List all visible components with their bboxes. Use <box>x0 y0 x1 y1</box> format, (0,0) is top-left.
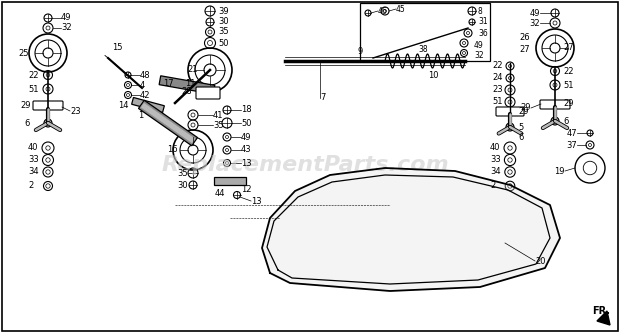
Text: 39: 39 <box>218 7 229 16</box>
Circle shape <box>551 117 559 125</box>
Text: 34: 34 <box>28 167 38 176</box>
Text: 7: 7 <box>320 94 326 103</box>
Text: 2: 2 <box>28 181 33 190</box>
Text: 46: 46 <box>378 7 388 16</box>
Text: 49: 49 <box>529 9 540 18</box>
Text: 31: 31 <box>478 18 487 27</box>
Text: 10: 10 <box>428 71 438 80</box>
Text: 21: 21 <box>187 66 198 75</box>
Text: 13: 13 <box>241 159 252 167</box>
Text: 12: 12 <box>241 185 252 194</box>
Text: 25: 25 <box>18 49 29 58</box>
Text: 37: 37 <box>566 141 577 150</box>
Text: 20: 20 <box>535 256 546 265</box>
Text: 33: 33 <box>490 156 501 165</box>
Text: 14: 14 <box>118 101 128 110</box>
Text: 32: 32 <box>529 19 540 28</box>
Text: 9: 9 <box>358 47 363 56</box>
Polygon shape <box>214 177 246 185</box>
Text: 1: 1 <box>138 111 143 120</box>
Text: 28: 28 <box>181 88 192 97</box>
Text: 19: 19 <box>554 166 565 175</box>
Text: 17: 17 <box>163 79 174 88</box>
Text: 11: 11 <box>185 79 195 88</box>
FancyBboxPatch shape <box>33 101 63 110</box>
Text: 29: 29 <box>521 104 531 113</box>
Text: 50: 50 <box>218 39 229 48</box>
Text: 22: 22 <box>563 67 574 76</box>
Text: 50: 50 <box>241 119 252 128</box>
Text: 24: 24 <box>492 74 502 83</box>
Text: 33: 33 <box>28 156 38 165</box>
Text: 49: 49 <box>474 41 484 50</box>
Text: 40: 40 <box>490 144 500 153</box>
Text: 22: 22 <box>492 62 502 71</box>
Text: 27: 27 <box>563 44 574 53</box>
Circle shape <box>44 119 52 127</box>
Text: 49: 49 <box>241 133 252 142</box>
Polygon shape <box>138 100 198 146</box>
Text: 15: 15 <box>112 44 123 53</box>
Polygon shape <box>141 103 195 144</box>
Text: 47: 47 <box>567 129 577 138</box>
Text: 48: 48 <box>140 71 151 80</box>
Text: 29: 29 <box>518 107 528 116</box>
Text: 35: 35 <box>213 121 224 130</box>
Text: 23: 23 <box>70 107 81 116</box>
Text: 44: 44 <box>215 188 226 197</box>
Text: 43: 43 <box>241 146 252 155</box>
Text: 32: 32 <box>61 24 72 33</box>
Text: 6: 6 <box>563 117 569 126</box>
Text: 30: 30 <box>177 180 188 189</box>
Circle shape <box>506 123 514 131</box>
Polygon shape <box>262 168 560 291</box>
Text: 35: 35 <box>177 168 188 177</box>
Text: 6: 6 <box>24 119 29 128</box>
FancyBboxPatch shape <box>540 100 570 109</box>
FancyBboxPatch shape <box>496 107 524 116</box>
Text: 13: 13 <box>251 196 262 205</box>
Text: 35: 35 <box>218 28 229 37</box>
Text: 49: 49 <box>61 14 71 23</box>
Text: 30: 30 <box>218 18 229 27</box>
Text: 34: 34 <box>490 167 500 176</box>
Text: 29: 29 <box>20 101 30 110</box>
Text: 51: 51 <box>492 98 502 107</box>
Text: 51: 51 <box>563 81 574 90</box>
FancyBboxPatch shape <box>360 3 490 61</box>
Text: 6: 6 <box>518 133 523 142</box>
Text: 26: 26 <box>519 34 529 43</box>
Polygon shape <box>159 76 215 94</box>
Text: 32: 32 <box>474 51 484 60</box>
Text: 51: 51 <box>28 85 38 94</box>
Text: 27: 27 <box>519 46 529 55</box>
Text: FR.: FR. <box>592 306 610 316</box>
Text: 36: 36 <box>478 29 488 38</box>
Text: 8: 8 <box>478 7 483 16</box>
Text: 29: 29 <box>563 100 574 109</box>
Text: 23: 23 <box>492 86 503 95</box>
Text: 4: 4 <box>140 81 145 90</box>
Polygon shape <box>131 98 164 113</box>
Text: 22: 22 <box>28 71 38 80</box>
Text: 16: 16 <box>167 146 177 155</box>
Text: 40: 40 <box>28 144 38 153</box>
Text: 18: 18 <box>241 106 252 115</box>
Text: 2: 2 <box>490 181 495 190</box>
Text: 42: 42 <box>140 91 151 100</box>
Text: 5: 5 <box>518 124 523 133</box>
Text: 45: 45 <box>396 5 405 14</box>
Polygon shape <box>597 311 610 325</box>
Text: ReplacementParts.com: ReplacementParts.com <box>161 155 449 175</box>
Text: 41: 41 <box>213 111 223 120</box>
FancyBboxPatch shape <box>196 87 220 99</box>
Text: 38: 38 <box>418 46 428 55</box>
